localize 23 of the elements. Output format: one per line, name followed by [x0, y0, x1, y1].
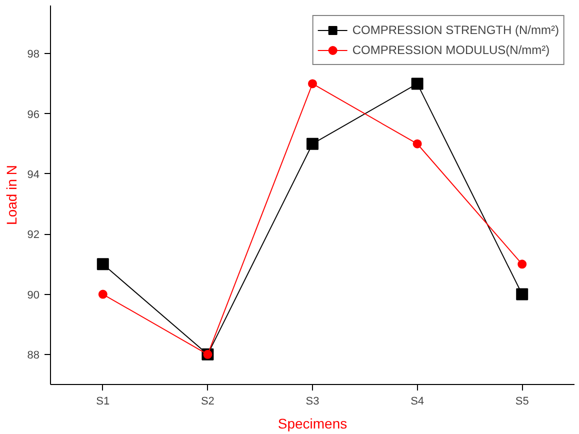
y-tick-label: 96 [27, 108, 40, 121]
x-tick-label: S2 [200, 396, 214, 408]
point [98, 290, 108, 299]
x-tick-label: S1 [96, 396, 110, 408]
point [412, 139, 422, 148]
x-tick-label: S3 [306, 396, 320, 408]
legend-label: COMPRESSION MODULUS(N/mm²) [352, 43, 550, 57]
y-tick-label: 94 [27, 168, 40, 181]
legend-label: COMPRESSION STRENGTH (N/mm²) [352, 23, 559, 37]
y-axis-title: Load in N [3, 165, 20, 225]
point [518, 260, 527, 269]
point [411, 78, 424, 90]
x-axis-title: Specimens [278, 416, 348, 432]
point [516, 288, 528, 300]
point [308, 79, 317, 88]
point [96, 258, 109, 270]
y-tick-label: 88 [27, 349, 40, 362]
point [306, 138, 318, 150]
y-tick-label: 98 [27, 48, 40, 61]
y-tick-label: 92 [27, 229, 40, 242]
x-tick-label: S4 [410, 396, 424, 408]
x-tick-label: S5 [515, 396, 529, 408]
y-tick-label: 90 [27, 289, 40, 302]
